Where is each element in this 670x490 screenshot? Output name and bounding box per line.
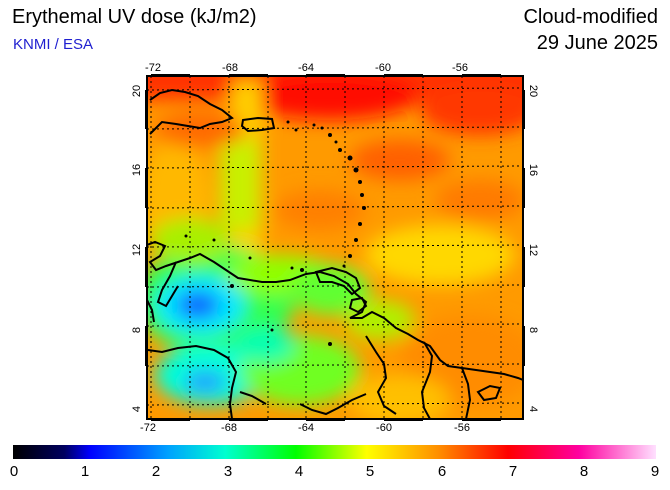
lat-tick-right: 20 (527, 85, 539, 97)
lesser-antilles (184, 120, 366, 346)
lat-tick-left: 12 (131, 244, 143, 256)
colorbar-label: 7 (508, 463, 518, 480)
lat-tick-right: 12 (527, 244, 539, 256)
lon-tick-top: -64 (298, 62, 314, 74)
uv-field (147, 76, 523, 419)
lon-tick-top: -68 (222, 62, 238, 74)
coastlines (147, 88, 523, 419)
lat-tick-right: 16 (527, 164, 539, 176)
lat-tick-right: 4 (527, 406, 539, 412)
lat-tick-right: 8 (527, 327, 539, 333)
date-label: 29 June 2025 (536, 32, 658, 54)
colorbar-label: 8 (579, 463, 589, 480)
lon-tick-top: -56 (452, 62, 468, 74)
colorbar-label: 4 (294, 463, 304, 480)
lon-tick-bottom: -56 (454, 422, 470, 434)
lat-tick-left: 4 (131, 406, 143, 412)
colorbar-label: 5 (365, 463, 375, 480)
lat-tick-left: 8 (131, 327, 143, 333)
colorbar-label: 2 (151, 463, 161, 480)
graticule (147, 76, 523, 419)
frame-ticks (145, 74, 525, 421)
map-title: Erythemal UV dose (kJ/m2) (12, 6, 257, 28)
lon-tick-top: -72 (145, 62, 161, 74)
lat-tick-left: 20 (131, 85, 143, 97)
colorbar-label: 0 (9, 463, 19, 480)
colorbar-labels: 0 1 2 3 4 5 6 7 8 9 (0, 463, 670, 483)
colorbar (13, 445, 656, 459)
lon-tick-top: -60 (375, 62, 391, 74)
lon-tick-bottom: -60 (376, 422, 392, 434)
colorbar-label: 6 (437, 463, 447, 480)
colorbar-label: 3 (223, 463, 233, 480)
colorbar-label: 1 (80, 463, 90, 480)
product-label: Cloud-modified (523, 6, 658, 28)
lon-tick-bottom: -68 (221, 422, 237, 434)
lon-tick-bottom: -72 (140, 422, 156, 434)
data-credit: KNMI / ESA (13, 36, 94, 53)
lat-tick-left: 16 (131, 164, 143, 176)
colorbar-label: 9 (650, 463, 660, 480)
lon-tick-bottom: -64 (298, 422, 314, 434)
